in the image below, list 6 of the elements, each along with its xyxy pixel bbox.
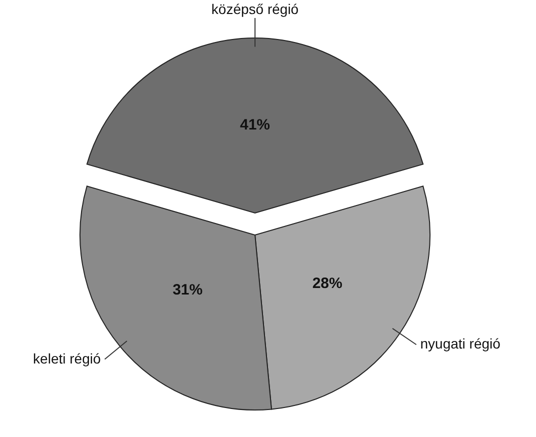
data-label: 31% [172, 282, 203, 299]
slice-label: keleti régió [33, 350, 101, 366]
data-label: 41% [240, 116, 270, 134]
slice-label: középső régió [211, 1, 299, 17]
slice-label: nyugati régió [420, 336, 501, 352]
data-label: 28% [312, 275, 342, 292]
